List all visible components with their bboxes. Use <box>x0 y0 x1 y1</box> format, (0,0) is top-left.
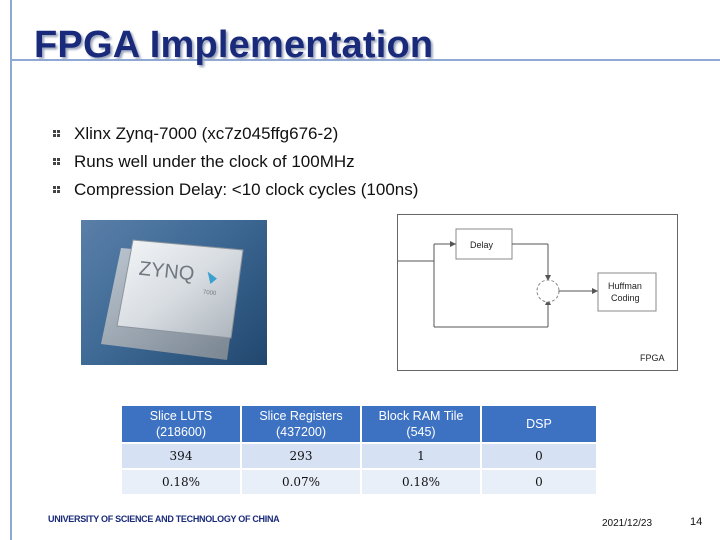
table-cell: 394 <box>122 444 240 468</box>
huffman-coding-block <box>597 272 657 312</box>
bullet-item: Runs well under the clock of 100MHz <box>50 150 418 178</box>
footer-date: 2021/12/23 <box>602 518 653 529</box>
table-header-cell: Block RAM Tile (545) <box>362 406 480 442</box>
table-cell: 293 <box>242 444 360 468</box>
institution-footer: UNIVERSITY OF SCIENCE AND TECHNOLOGY OF … <box>48 514 280 524</box>
delay-block <box>455 228 513 260</box>
huffman-label-line1: Huffman <box>608 281 642 291</box>
bullet-list: Xlinx Zynq-7000 (xc7z045ffg676-2) Runs w… <box>50 122 418 206</box>
square-bullet-icon <box>53 186 60 193</box>
chip-logo-mark <box>207 271 217 284</box>
fpga-label: FPGA <box>640 353 665 363</box>
title-underline-rule <box>10 59 720 61</box>
huffman-label-line2: Coding <box>611 293 640 303</box>
zynq-chip-image: ZYNQ 7000 <box>81 220 267 365</box>
arrow-head <box>592 288 598 294</box>
page-number: 14 <box>690 516 703 528</box>
table-header-cell: DSP <box>482 406 596 442</box>
bullet-item: Xlinx Zynq-7000 (xc7z045ffg676-2) <box>50 122 418 150</box>
arrow-head <box>450 241 456 247</box>
table-cell: 0 <box>482 444 596 468</box>
bullet-text: Compression Delay: <10 clock cycles (100… <box>74 180 419 199</box>
subtractor-node <box>536 279 560 303</box>
arrow-head <box>545 275 551 281</box>
square-bullet-icon <box>53 158 60 165</box>
left-accent-rule <box>10 0 12 540</box>
chip-model-text: 7000 <box>203 290 218 297</box>
bullet-text: Runs well under the clock of 100MHz <box>74 152 355 171</box>
table-row: 394 293 1 0 <box>122 444 596 468</box>
table-cell: 0.18% <box>362 470 480 494</box>
bullet-item: Compression Delay: <10 clock cycles (100… <box>50 178 418 206</box>
table-cell: 0.07% <box>242 470 360 494</box>
slide-title: FPGA Implementation <box>34 24 434 66</box>
table-row: 0.18% 0.07% 0.18% 0 <box>122 470 596 494</box>
bullet-text: Xlinx Zynq-7000 (xc7z045ffg676-2) <box>74 124 339 143</box>
table-header-cell: Slice LUTS (218600) <box>122 406 240 442</box>
table-cell: 0.18% <box>122 470 240 494</box>
fpga-block-diagram: Delay − Huffman Coding FPGA <box>397 214 678 371</box>
table-cell: 1 <box>362 444 480 468</box>
table-cell: 0 <box>482 470 596 494</box>
table-header-cell: Slice Registers (437200) <box>242 406 360 442</box>
delay-label: Delay <box>470 240 494 250</box>
chip-lid <box>116 239 244 339</box>
resource-utilization-table: Slice LUTS (218600) Slice Registers (43720… <box>120 404 598 496</box>
square-bullet-icon <box>53 130 60 137</box>
